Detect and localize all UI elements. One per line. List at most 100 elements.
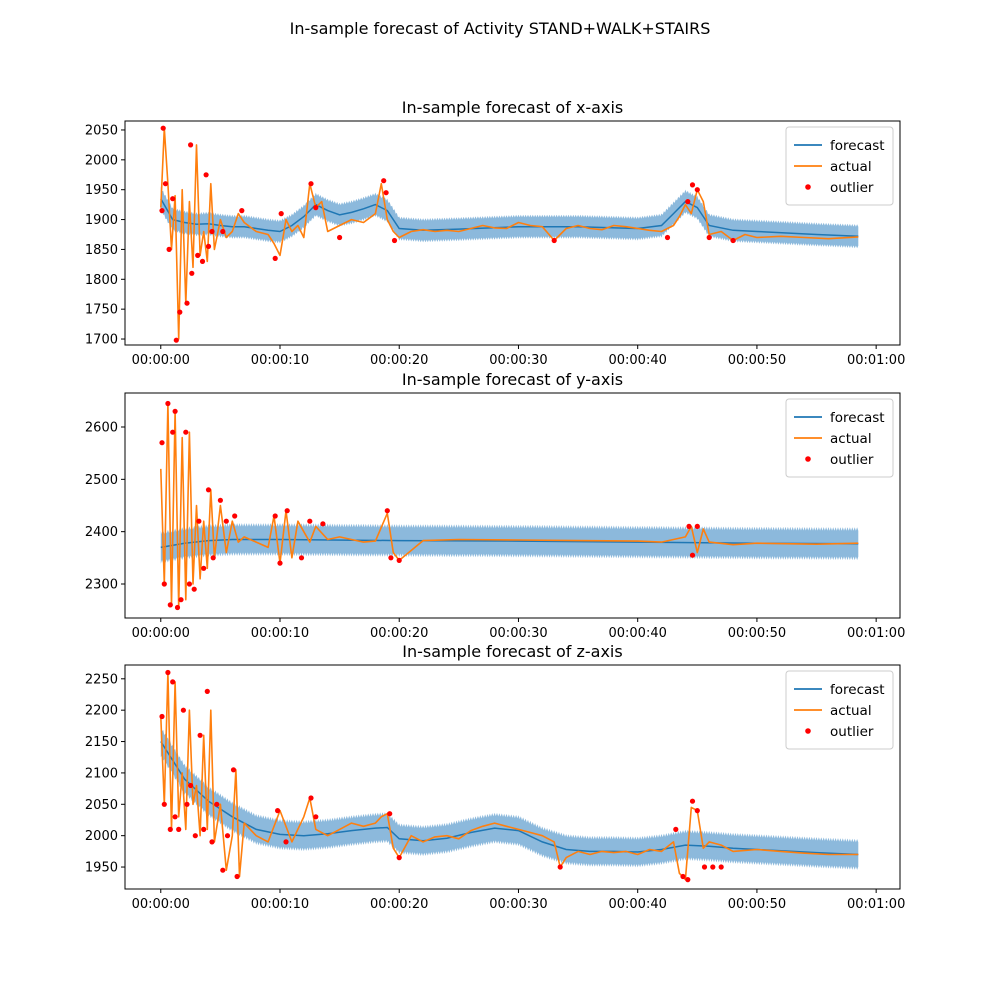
- outlier-point: [161, 801, 167, 807]
- x-tick-label: 00:00:30: [489, 353, 547, 368]
- x-tick-label: 00:00:30: [489, 897, 547, 912]
- outlier-point: [204, 688, 210, 695]
- y-tick-label: 2400: [85, 525, 118, 540]
- y-tick-label: 1950: [85, 183, 118, 198]
- outlier-point: [172, 408, 178, 414]
- legend-outlier-label: outlier: [830, 452, 874, 468]
- outlier-point: [664, 234, 671, 241]
- outlier-point: [191, 586, 197, 592]
- y-tick-label: 2100: [85, 766, 118, 781]
- outlier-point: [232, 513, 238, 519]
- y-tick-label: 1800: [85, 273, 118, 288]
- legend-forecast-label: forecast: [830, 410, 885, 426]
- outlier-point: [217, 497, 223, 503]
- legend-outlier-swatch: [805, 728, 811, 734]
- outlier-point: [159, 440, 165, 446]
- legend: forecast actual outlier: [785, 398, 894, 478]
- outlier-point: [176, 826, 182, 833]
- outlier-point: [165, 669, 171, 676]
- confidence-band: [160, 523, 859, 564]
- legend-outlier-label: outlier: [830, 724, 874, 740]
- outlier-point: [161, 581, 167, 587]
- outlier-point: [199, 258, 206, 264]
- outlier-point: [275, 808, 281, 814]
- outlier-point: [162, 181, 169, 187]
- y-tick-label: 2150: [85, 735, 118, 750]
- outlier-point: [220, 867, 226, 873]
- outlier-point: [174, 604, 181, 611]
- outlier-point: [224, 833, 231, 839]
- x-tick-label: 00:00:20: [370, 897, 428, 912]
- outlier-point: [167, 602, 173, 608]
- forecast-line: [160, 538, 859, 549]
- outlier-point: [192, 833, 198, 839]
- outlier-point: [387, 811, 393, 817]
- x-tick-label: 00:00:50: [728, 626, 786, 641]
- outlier-point: [223, 518, 229, 524]
- outlier-point: [272, 255, 278, 261]
- outlier-point: [685, 877, 691, 883]
- outlier-point: [183, 429, 189, 435]
- outlier-point: [694, 187, 700, 193]
- outlier-point: [159, 208, 165, 214]
- outlier-point: [689, 552, 696, 558]
- outlier-points: [159, 400, 700, 611]
- legend-outlier-swatch: [805, 456, 811, 462]
- outlier-point: [201, 565, 207, 571]
- legend-outlier-swatch: [805, 184, 811, 190]
- y-tick-label: 2200: [85, 704, 118, 719]
- subplot-title: In-sample forecast of y-axis: [402, 370, 623, 389]
- outlier-point: [173, 337, 179, 343]
- x-tick-label: 00:00:10: [251, 626, 309, 641]
- outlier-point: [205, 487, 212, 493]
- outlier-point: [689, 182, 696, 188]
- outlier-point: [551, 237, 557, 244]
- outlier-point: [685, 199, 691, 205]
- legend: forecast actual outlier: [785, 670, 894, 750]
- outlier-point: [298, 555, 305, 561]
- y-tick-label: 1700: [85, 333, 118, 348]
- y-tick-label: 2250: [85, 672, 118, 687]
- legend: forecast actual outlier: [785, 126, 894, 206]
- outlier-point: [188, 782, 194, 789]
- outlier-point: [203, 172, 209, 178]
- legend-forecast-label: forecast: [830, 682, 885, 698]
- plot-area: [159, 400, 859, 611]
- outlier-point: [308, 181, 314, 187]
- x-tick-label: 00:00:00: [132, 353, 190, 368]
- x-tick-label: 00:00:50: [728, 353, 786, 368]
- outlier-point: [195, 252, 201, 258]
- x-tick-label: 00:00:10: [251, 897, 309, 912]
- plot-area: [159, 669, 859, 883]
- outlier-point: [159, 713, 165, 720]
- outlier-point: [189, 270, 195, 276]
- outlier-point: [694, 523, 700, 530]
- y-tick-label: 2050: [85, 798, 118, 813]
- x-tick-label: 00:00:20: [370, 353, 428, 368]
- outlier-point: [188, 142, 194, 148]
- legend-box: [785, 670, 894, 750]
- outlier-point: [718, 864, 724, 870]
- y-tick-label: 2050: [85, 123, 118, 138]
- outlier-point: [673, 826, 679, 833]
- outlier-point: [701, 864, 708, 870]
- axes-frame: [124, 120, 901, 346]
- outlier-point: [172, 814, 178, 820]
- outlier-point: [396, 557, 402, 564]
- outlier-point: [694, 808, 700, 814]
- outlier-point: [307, 518, 313, 524]
- legend-actual-label: actual: [830, 431, 872, 447]
- y-tick-label: 1950: [85, 861, 118, 876]
- outlier-point: [209, 839, 215, 845]
- x-tick-label: 00:00:40: [608, 353, 666, 368]
- outlier-point: [234, 873, 240, 880]
- axes-frame: [124, 664, 901, 890]
- x-tick-label: 00:00:00: [132, 897, 190, 912]
- outlier-point: [160, 125, 166, 131]
- outlier-point: [381, 178, 387, 184]
- outlier-point: [396, 855, 402, 861]
- legend-box: [785, 398, 894, 478]
- outlier-point: [167, 826, 173, 833]
- legend-forecast-label: forecast: [830, 138, 885, 154]
